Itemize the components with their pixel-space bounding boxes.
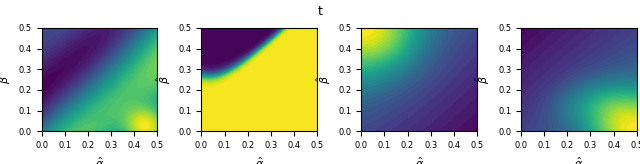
Y-axis label: $\hat{\beta}$: $\hat{\beta}$ <box>474 75 492 84</box>
Text: t: t <box>317 5 323 18</box>
Y-axis label: $\hat{\beta}$: $\hat{\beta}$ <box>0 75 13 84</box>
X-axis label: $\hat{\alpha}$: $\hat{\alpha}$ <box>255 155 264 164</box>
Y-axis label: $\hat{\beta}$: $\hat{\beta}$ <box>154 75 173 84</box>
X-axis label: $\hat{\alpha}$: $\hat{\alpha}$ <box>415 155 424 164</box>
Y-axis label: $\hat{\beta}$: $\hat{\beta}$ <box>314 75 333 84</box>
X-axis label: $\hat{\alpha}$: $\hat{\alpha}$ <box>95 155 104 164</box>
X-axis label: $\hat{\alpha}$: $\hat{\alpha}$ <box>574 155 584 164</box>
